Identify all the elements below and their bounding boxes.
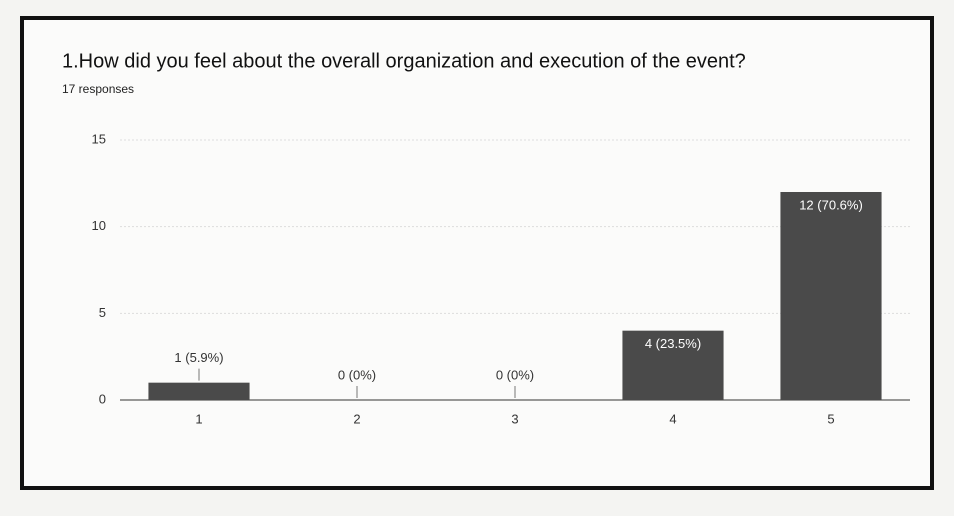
bar	[148, 383, 249, 400]
value-label: 4 (23.5%)	[645, 336, 701, 351]
x-tick-label: 3	[511, 411, 518, 426]
value-label: 1 (5.9%)	[174, 350, 223, 365]
bar	[780, 192, 881, 400]
y-tick-label: 0	[99, 391, 106, 406]
value-label: 12 (70.6%)	[799, 197, 863, 212]
x-tick-label: 4	[669, 411, 676, 426]
value-label: 0 (0%)	[338, 367, 376, 382]
y-tick-label: 5	[99, 305, 106, 320]
x-tick-label: 2	[353, 411, 360, 426]
chart-subtitle: 17 responses	[62, 82, 134, 96]
chart-title: 1.How did you feel about the overall org…	[62, 50, 746, 72]
chart: 1.How did you feel about the overall org…	[0, 0, 954, 516]
x-tick-label: 1	[195, 411, 202, 426]
x-tick-label: 5	[827, 411, 834, 426]
value-label: 0 (0%)	[496, 367, 534, 382]
y-tick-label: 15	[92, 131, 106, 146]
y-tick-label: 10	[92, 218, 106, 233]
page: 1.How did you feel about the overall org…	[0, 0, 954, 516]
